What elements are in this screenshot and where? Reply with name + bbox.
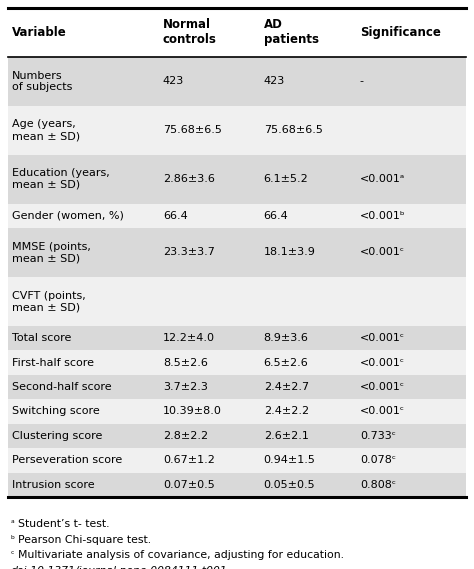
Text: 2.8±2.2: 2.8±2.2 <box>163 431 208 441</box>
Text: 2.86±3.6: 2.86±3.6 <box>163 174 215 184</box>
Bar <box>8 277 466 326</box>
Bar <box>8 399 466 424</box>
Text: 10.39±8.0: 10.39±8.0 <box>163 406 222 417</box>
Bar <box>8 472 466 497</box>
Text: AD
patients: AD patients <box>264 18 319 47</box>
Text: Perseveration score: Perseveration score <box>12 455 122 465</box>
Text: 66.4: 66.4 <box>163 211 188 221</box>
Bar <box>8 375 466 399</box>
Text: -: - <box>360 76 364 86</box>
Text: Normal
controls: Normal controls <box>163 18 217 47</box>
Text: Student’s t- test.: Student’s t- test. <box>18 519 110 529</box>
Text: 423: 423 <box>163 76 184 86</box>
Text: 6.1±5.2: 6.1±5.2 <box>264 174 309 184</box>
Bar <box>8 155 466 204</box>
Text: 3.7±2.3: 3.7±2.3 <box>163 382 208 392</box>
Text: <0.001ᶜ: <0.001ᶜ <box>360 382 405 392</box>
Text: Significance: Significance <box>360 26 441 39</box>
Text: 0.808ᶜ: 0.808ᶜ <box>360 480 396 490</box>
Bar <box>8 228 466 277</box>
Text: 66.4: 66.4 <box>264 211 289 221</box>
Text: <0.001ᶜ: <0.001ᶜ <box>360 248 405 258</box>
Text: 23.3±3.7: 23.3±3.7 <box>163 248 215 258</box>
Text: 0.67±1.2: 0.67±1.2 <box>163 455 215 465</box>
Text: Variable: Variable <box>12 26 66 39</box>
Text: ᵇ: ᵇ <box>10 535 14 544</box>
Text: Multivariate analysis of covariance, adjusting for education.: Multivariate analysis of covariance, adj… <box>18 550 345 560</box>
Text: Total score: Total score <box>12 333 71 343</box>
Text: 75.68±6.5: 75.68±6.5 <box>264 125 323 135</box>
Text: <0.001ᶜ: <0.001ᶜ <box>360 357 405 368</box>
Text: 6.5±2.6: 6.5±2.6 <box>264 357 309 368</box>
Text: Age (years,
mean ± SD): Age (years, mean ± SD) <box>12 119 80 141</box>
Text: CVFT (points,
mean ± SD): CVFT (points, mean ± SD) <box>12 291 85 312</box>
Text: Intrusion score: Intrusion score <box>12 480 94 490</box>
Text: <0.001ᶜ: <0.001ᶜ <box>360 333 405 343</box>
Text: First-half score: First-half score <box>12 357 94 368</box>
Text: Switching score: Switching score <box>12 406 100 417</box>
Bar <box>8 424 466 448</box>
Bar <box>8 204 466 228</box>
Text: 2.4±2.7: 2.4±2.7 <box>264 382 309 392</box>
Text: 0.07±0.5: 0.07±0.5 <box>163 480 215 490</box>
Text: 423: 423 <box>264 76 285 86</box>
Text: 18.1±3.9: 18.1±3.9 <box>264 248 316 258</box>
Text: 0.94±1.5: 0.94±1.5 <box>264 455 316 465</box>
Text: Pearson Chi-square test.: Pearson Chi-square test. <box>18 535 152 545</box>
Text: Gender (women, %): Gender (women, %) <box>12 211 124 221</box>
Text: doi:10.1371/journal.pone.0084111.t001: doi:10.1371/journal.pone.0084111.t001 <box>10 566 227 569</box>
Bar <box>8 8 466 57</box>
Text: 8.9±3.6: 8.9±3.6 <box>264 333 309 343</box>
Text: 12.2±4.0: 12.2±4.0 <box>163 333 215 343</box>
Text: 0.05±0.5: 0.05±0.5 <box>264 480 315 490</box>
Text: <0.001ᶜ: <0.001ᶜ <box>360 406 405 417</box>
Text: <0.001ᵇ: <0.001ᵇ <box>360 211 405 221</box>
Bar <box>8 448 466 472</box>
Bar <box>8 326 466 351</box>
Bar <box>8 351 466 375</box>
Bar <box>8 106 466 155</box>
Text: 75.68±6.5: 75.68±6.5 <box>163 125 222 135</box>
Text: Numbers
of subjects: Numbers of subjects <box>12 71 72 92</box>
Text: 2.4±2.2: 2.4±2.2 <box>264 406 309 417</box>
Text: 2.6±2.1: 2.6±2.1 <box>264 431 309 441</box>
Text: ᵃ: ᵃ <box>10 519 14 529</box>
Text: Clustering score: Clustering score <box>12 431 102 441</box>
Bar <box>8 57 466 106</box>
Text: MMSE (points,
mean ± SD): MMSE (points, mean ± SD) <box>12 242 91 263</box>
Text: ᶜ: ᶜ <box>10 550 14 559</box>
Text: 0.078ᶜ: 0.078ᶜ <box>360 455 396 465</box>
Text: <0.001ᵃ: <0.001ᵃ <box>360 174 405 184</box>
Text: Second-half score: Second-half score <box>12 382 111 392</box>
Text: Education (years,
mean ± SD): Education (years, mean ± SD) <box>12 168 109 190</box>
Text: 8.5±2.6: 8.5±2.6 <box>163 357 208 368</box>
Text: 0.733ᶜ: 0.733ᶜ <box>360 431 396 441</box>
